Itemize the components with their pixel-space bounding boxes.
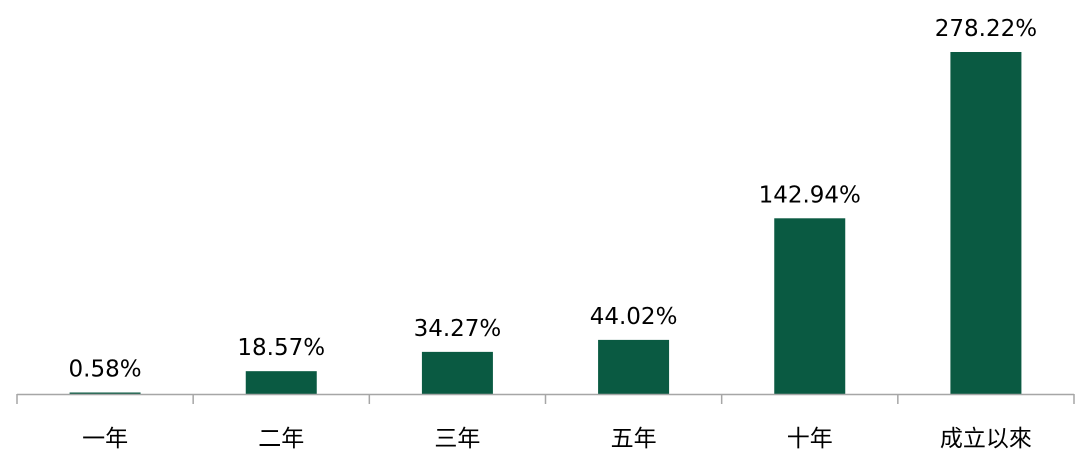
bars-group: [69, 52, 1022, 394]
bar: [950, 52, 1022, 394]
category-label: 十年: [787, 426, 833, 452]
bar-value-label: 44.02%: [590, 304, 678, 330]
category-label: 一年: [82, 426, 128, 452]
bar: [774, 218, 846, 394]
bar-value-label: 0.58%: [69, 357, 142, 383]
bar: [421, 351, 493, 394]
bar-value-label: 278.22%: [935, 16, 1037, 42]
category-label: 二年: [258, 426, 304, 452]
bar: [598, 339, 670, 394]
category-label: 成立以來: [940, 426, 1032, 452]
category-labels-group: 一年 二年 三年 五年 十年 成立以來: [82, 426, 1032, 452]
category-label: 五年: [611, 426, 657, 452]
bar: [245, 371, 317, 394]
bar-value-label: 34.27%: [414, 316, 502, 342]
x-axis: [16, 393, 1075, 404]
category-label: 三年: [434, 426, 480, 452]
bar-value-label: 142.94%: [759, 182, 861, 208]
value-labels-group: 0.58% 18.57% 34.27% 44.02% 142.94% 278.22%: [69, 16, 1038, 383]
bar-value-label: 18.57%: [237, 335, 325, 361]
bar: [69, 392, 141, 394]
